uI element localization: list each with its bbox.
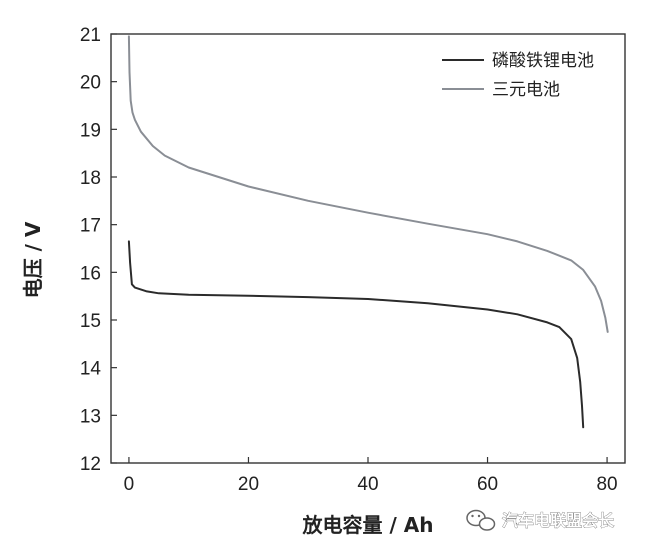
x-tick-label: 0 (124, 474, 135, 495)
y-tick-label: 15 (80, 311, 101, 332)
watermark-text: 汽车电联盟会长 (502, 511, 615, 530)
y-axis-label: 电压 / V (21, 221, 45, 298)
y-tick-label: 21 (80, 25, 101, 46)
legend: 磷酸铁锂电池 三元电池 (442, 51, 594, 100)
y-tick-label: 19 (80, 120, 101, 141)
y-tick-label: 17 (80, 216, 101, 237)
x-tick-label: 20 (238, 474, 259, 495)
y-axis-ticks: 12 13 14 15 16 17 18 19 20 21 (80, 25, 117, 475)
series-line-ncm (127, 35, 609, 333)
y-tick-label: 20 (80, 73, 101, 94)
wechat-icon (466, 509, 496, 531)
legend-label-lfp: 磷酸铁锂电池 (492, 51, 594, 71)
series-lines (127, 35, 609, 429)
legend-label-ncm: 三元电池 (492, 80, 560, 100)
watermark: 汽车电联盟会长 (466, 509, 615, 531)
y-tick-label: 13 (80, 406, 101, 427)
x-tick-label: 80 (596, 474, 617, 495)
series-line-lfp (127, 240, 585, 429)
y-tick-label: 14 (80, 359, 102, 380)
x-tick-label: 40 (357, 474, 378, 495)
x-tick-label: 60 (477, 474, 498, 495)
y-tick-label: 12 (80, 454, 101, 475)
y-tick-label: 16 (80, 263, 101, 284)
x-axis-label: 放电容量 / Ah (302, 513, 434, 537)
y-tick-label: 18 (80, 168, 101, 189)
x-axis-ticks: 0 20 40 60 80 (124, 457, 618, 495)
